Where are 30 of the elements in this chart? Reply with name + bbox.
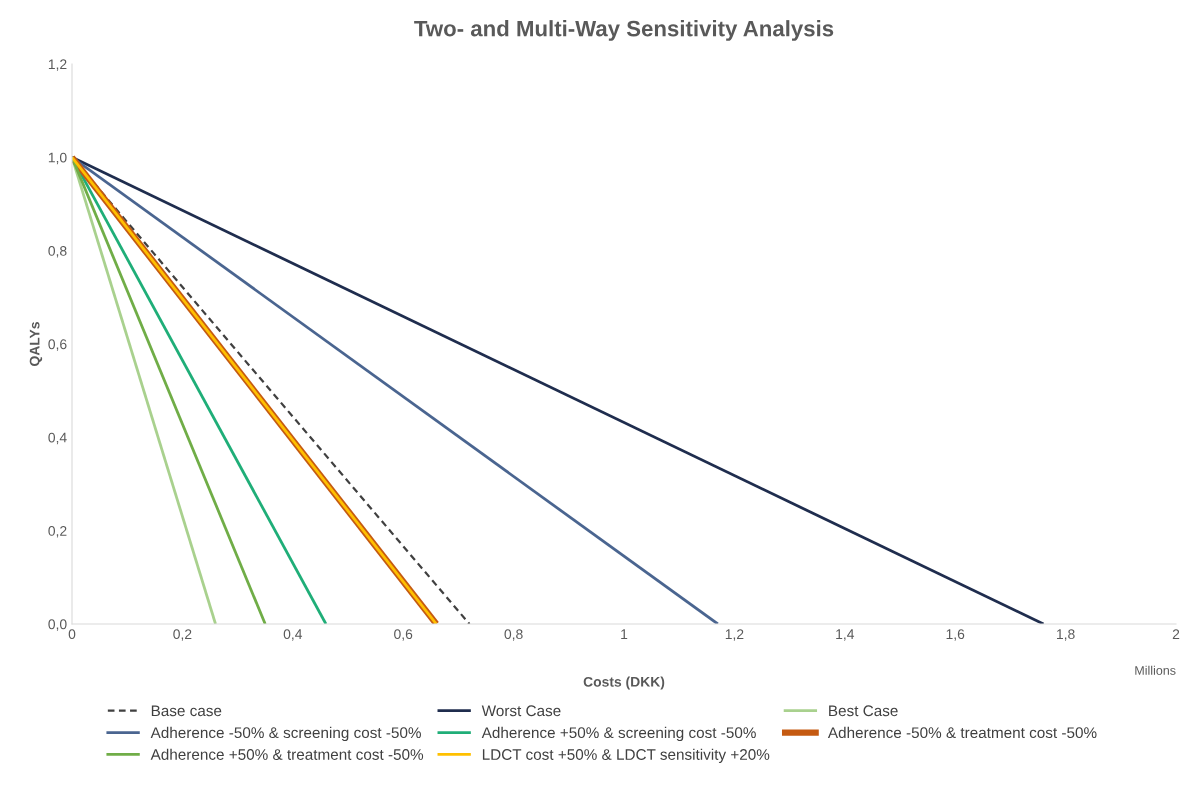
- x-tick-label: 0,2: [173, 629, 192, 641]
- y-tick-label: 0,4: [48, 432, 67, 445]
- legend-label: Adherence -50% & treatment cost -50%: [827, 726, 1097, 739]
- y-tick-label: 0,6: [48, 339, 67, 351]
- legend-label: Adherence +50% & treatment cost -50%: [150, 748, 424, 760]
- x-tick-label: 2: [1172, 629, 1180, 639]
- x-tick-label: 0,4: [283, 629, 303, 641]
- x-tick-label: 1,8: [1057, 629, 1075, 641]
- y-tick-label: 1,0: [48, 152, 67, 165]
- legend-label: Adherence +50% & screening cost -50%: [481, 726, 756, 742]
- x-tick-label: 0: [68, 629, 76, 640]
- y-axis-title: QALYs: [29, 322, 43, 366]
- x-axis-title: Costs (DKK): [583, 676, 665, 690]
- legend-label: Best Case: [829, 705, 898, 717]
- x-tick-label: 1,6: [946, 629, 965, 641]
- x-tick-label: 1,4: [836, 629, 855, 641]
- chart-title: Two- and Multi-Way Sensitivity Analysis: [414, 20, 834, 41]
- legend-label: Adherence -50% & screening cost -50%: [150, 726, 421, 742]
- y-tick-label: 0,8: [48, 246, 67, 258]
- x-tick-label: 0,8: [504, 629, 523, 641]
- x-tick-label: 1: [621, 629, 628, 639]
- legend-label: Base case: [151, 705, 222, 717]
- text: Millions: [1135, 665, 1176, 675]
- x-tick-label: 1,2: [725, 629, 744, 641]
- y-tick-label: 1,2: [48, 59, 67, 71]
- x-tick-label: 0,6: [394, 629, 413, 641]
- legend-label: LDCT cost +50% & LDCT sensitivity +20%: [482, 748, 770, 763]
- legend-label: Worst Case: [481, 705, 561, 717]
- y-tick-label: 0,0: [48, 619, 67, 631]
- y-tick-label: 0,2: [48, 526, 67, 538]
